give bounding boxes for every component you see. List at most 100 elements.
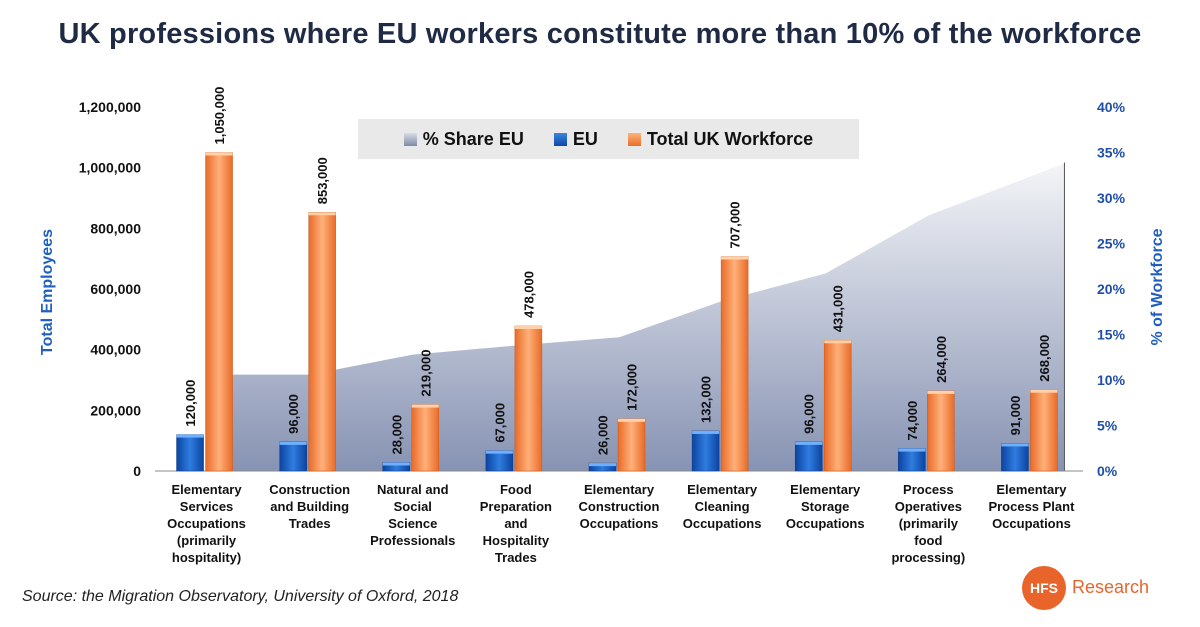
category-label-line: Elementary (583, 482, 655, 497)
category-label-line: Process (903, 482, 954, 497)
bar-eu-cap (692, 430, 720, 434)
category-label: Food Preparation and Hospitality Trades (464, 481, 568, 566)
category-label: Elementary Process Plant Occupations (979, 481, 1083, 532)
y-tick-label: 0 (133, 463, 141, 479)
category-label-line: Elementary (171, 482, 242, 497)
legend-label-eu: EU (572, 128, 598, 149)
share-eu-area (216, 162, 1065, 471)
category-label-line: Construction (269, 482, 351, 497)
y-tick-label: 800,000 (90, 220, 141, 236)
data-labels-layer: 120,000 1,050,000 96,000 853,000 28,000 219,0… (183, 87, 1052, 455)
chart-legend: % Share EU EU Total UK Workforce (358, 119, 859, 159)
category-label-line: (primarily (176, 533, 237, 548)
bar-total-cap (411, 404, 439, 408)
hfs-logo: HFS (1022, 566, 1066, 610)
category-label-line: Operatives (894, 499, 962, 514)
category-label-line: Trades (288, 516, 331, 531)
category-label: Process Operatives (primarily food processin… (876, 481, 980, 566)
bar-eu-cap (795, 441, 823, 445)
y-tick-label: 600,000 (90, 281, 141, 297)
y2-tick-label: 10% (1097, 372, 1126, 388)
y2-tick-label: 35% (1097, 145, 1126, 161)
bar-eu-cap (589, 463, 616, 467)
legend-swatch-total (627, 132, 641, 146)
bar-total-cap (721, 256, 749, 260)
bar-eu-cap (485, 450, 513, 454)
bar-eu-cap (279, 441, 307, 445)
y-tick-label: 1,200,000 (79, 99, 141, 115)
bar-eu (898, 448, 926, 472)
data-label-eu: 74,000 (905, 401, 920, 441)
category-label-line: Elementary (996, 482, 1067, 497)
bar-total-cap (308, 212, 336, 216)
bar-eu (485, 450, 514, 472)
category-label-line: and Building (270, 499, 350, 514)
bar-total-cap (618, 418, 645, 422)
bar-total-cap (205, 152, 233, 156)
bar-total (308, 212, 336, 472)
bar-total-cap (824, 340, 852, 344)
category-label-line: food (914, 533, 943, 548)
category-label: Elementary Storage Occupations (773, 481, 877, 532)
bar-total (411, 404, 440, 472)
data-label-total: 431,000 (831, 285, 846, 332)
y-tick-label: 1,000,000 (79, 160, 141, 176)
category-label-line: Occupations (992, 516, 1071, 531)
y2-tick-label: 25% (1097, 236, 1126, 252)
bar-eu-cap (176, 434, 204, 438)
bar-total (205, 152, 233, 472)
y2-tick-label: 40% (1097, 99, 1126, 115)
category-label-line: Occupations (167, 516, 246, 531)
bar-eu-cap (382, 462, 410, 466)
data-label-eu: 91,000 (1008, 396, 1023, 436)
category-label-line: Elementary (790, 482, 861, 497)
y2-tick-label: 20% (1097, 281, 1126, 297)
y2-tick-label: 0% (1097, 463, 1118, 479)
data-label-total: 268,000 (1037, 335, 1052, 382)
category-label-line: Elementary (687, 482, 758, 497)
y2-tick-label: 30% (1097, 190, 1126, 206)
data-label-eu: 96,000 (286, 394, 301, 434)
hfs-logo-text: Research (1072, 577, 1150, 597)
category-label-line: Trades (494, 550, 537, 565)
category-label-line: Construction (578, 499, 660, 514)
category-label: Elementary Cleaning Occupations (670, 481, 774, 532)
category-label-line: Natural and (377, 482, 449, 497)
category-label-line: processing) (891, 550, 966, 565)
category-label-line: hospitality) (171, 550, 242, 565)
bar-total (514, 325, 543, 472)
y2-tick-label: 5% (1097, 418, 1118, 434)
legend-swatch-share (403, 132, 417, 146)
category-label-line: Services (179, 499, 234, 514)
category-label-line: and (504, 516, 528, 531)
share-area-layer (216, 161, 1065, 471)
bar-total (823, 340, 852, 472)
category-label-line: Occupations (785, 516, 865, 531)
y-tick-label: 400,000 (90, 342, 141, 358)
category-label-line: Hospitality (482, 533, 550, 548)
legend-item-total: Total UK Workforce (627, 129, 813, 150)
category-label: Natural and Social Science Professionals (361, 481, 465, 549)
bar-eu (794, 441, 823, 472)
share-eu-line (216, 161, 1065, 375)
data-label-total: 264,000 (934, 336, 949, 383)
bar-total-cap (514, 326, 542, 330)
bar-total (617, 418, 646, 472)
y2-tick-label: 15% (1097, 327, 1126, 343)
category-label-line: (primarily (898, 516, 958, 531)
data-label-total: 219,000 (418, 350, 433, 397)
legend-item-share: % Share EU (403, 129, 524, 150)
data-label-total: 707,000 (728, 202, 743, 249)
bar-total (720, 256, 749, 472)
category-label-line: Professionals (370, 533, 456, 548)
bars-layer (176, 152, 1058, 472)
category-label-line: Storage (801, 499, 850, 514)
category-label-line: Cleaning (694, 499, 750, 514)
y-tick-label: 200,000 (90, 402, 141, 418)
category-label: Elementary Construction Occupations (567, 481, 671, 532)
data-label-eu: 28,000 (389, 415, 404, 455)
bar-eu (691, 430, 720, 472)
category-label: Elementary Services Occupations (primarily h… (155, 481, 259, 566)
bar-total-cap (1030, 389, 1058, 393)
